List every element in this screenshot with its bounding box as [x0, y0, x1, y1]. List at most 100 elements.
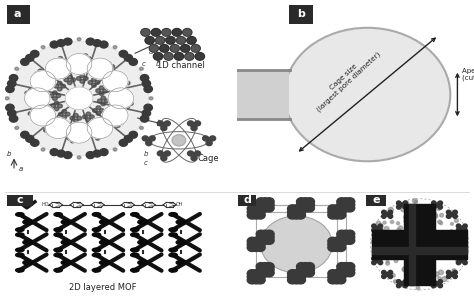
Circle shape: [32, 109, 36, 113]
Circle shape: [154, 52, 163, 60]
Circle shape: [25, 88, 50, 109]
Circle shape: [157, 121, 164, 126]
Circle shape: [447, 210, 451, 214]
Circle shape: [422, 258, 425, 261]
Circle shape: [264, 201, 274, 209]
Circle shape: [73, 114, 78, 117]
Circle shape: [425, 219, 429, 223]
Circle shape: [164, 151, 170, 156]
Circle shape: [132, 135, 136, 138]
Circle shape: [164, 121, 170, 126]
Circle shape: [332, 270, 342, 277]
Circle shape: [95, 80, 100, 84]
Circle shape: [438, 205, 442, 209]
Circle shape: [428, 273, 433, 278]
Circle shape: [255, 273, 265, 281]
Circle shape: [16, 233, 24, 237]
Circle shape: [345, 233, 355, 241]
Circle shape: [176, 260, 186, 265]
Circle shape: [251, 244, 261, 252]
Circle shape: [431, 280, 436, 284]
Circle shape: [23, 240, 33, 245]
Text: a: a: [14, 10, 21, 19]
FancyBboxPatch shape: [289, 5, 313, 24]
Circle shape: [421, 260, 425, 263]
Circle shape: [388, 213, 392, 218]
Circle shape: [83, 54, 88, 58]
Circle shape: [442, 277, 447, 282]
Circle shape: [260, 204, 270, 212]
Circle shape: [191, 45, 201, 52]
Circle shape: [345, 198, 355, 205]
Circle shape: [332, 237, 342, 245]
Circle shape: [251, 211, 261, 219]
Circle shape: [406, 273, 409, 276]
Circle shape: [9, 115, 18, 122]
Circle shape: [260, 237, 270, 244]
Circle shape: [61, 84, 65, 88]
Circle shape: [301, 204, 310, 212]
Circle shape: [374, 246, 378, 250]
Circle shape: [388, 207, 393, 212]
Circle shape: [102, 71, 128, 92]
Circle shape: [429, 228, 432, 230]
Circle shape: [15, 126, 18, 129]
Circle shape: [58, 104, 63, 108]
Circle shape: [83, 60, 88, 63]
Circle shape: [142, 110, 151, 117]
Circle shape: [251, 208, 261, 216]
Circle shape: [67, 81, 72, 85]
Circle shape: [372, 261, 376, 265]
Circle shape: [92, 233, 100, 237]
Circle shape: [76, 77, 81, 80]
Circle shape: [336, 211, 346, 219]
Circle shape: [90, 38, 93, 42]
Circle shape: [16, 248, 24, 252]
Circle shape: [122, 84, 127, 88]
Circle shape: [96, 89, 100, 93]
Circle shape: [103, 89, 108, 93]
Circle shape: [256, 266, 266, 274]
Circle shape: [9, 41, 149, 156]
Text: c: c: [142, 61, 146, 67]
Circle shape: [396, 234, 400, 238]
Circle shape: [260, 269, 270, 277]
Circle shape: [256, 230, 266, 238]
Text: Cage size
(largest pore diameter): Cage size (largest pore diameter): [310, 46, 382, 113]
Circle shape: [92, 248, 100, 252]
Circle shape: [436, 240, 441, 244]
Circle shape: [255, 237, 265, 245]
Circle shape: [160, 45, 169, 52]
Circle shape: [341, 233, 351, 241]
Circle shape: [438, 220, 441, 224]
Circle shape: [438, 201, 442, 205]
Circle shape: [305, 263, 314, 270]
Text: a: a: [18, 166, 23, 172]
Circle shape: [455, 219, 458, 222]
Bar: [237, 70, 289, 119]
Circle shape: [70, 116, 75, 120]
Circle shape: [202, 136, 209, 141]
Circle shape: [328, 240, 337, 248]
Circle shape: [328, 211, 337, 219]
Circle shape: [90, 115, 94, 119]
Circle shape: [337, 201, 346, 209]
Circle shape: [341, 204, 351, 212]
Circle shape: [328, 208, 337, 216]
Circle shape: [53, 152, 56, 156]
Circle shape: [431, 201, 436, 205]
Circle shape: [408, 226, 411, 229]
Circle shape: [296, 205, 305, 212]
Circle shape: [155, 37, 165, 44]
Circle shape: [119, 50, 128, 57]
Circle shape: [447, 214, 451, 218]
Circle shape: [100, 109, 104, 112]
Circle shape: [256, 263, 266, 270]
Circle shape: [328, 244, 337, 252]
Circle shape: [6, 107, 10, 110]
Circle shape: [251, 273, 261, 281]
Circle shape: [125, 81, 130, 85]
Circle shape: [399, 248, 403, 253]
Circle shape: [456, 258, 460, 262]
Circle shape: [264, 233, 274, 241]
